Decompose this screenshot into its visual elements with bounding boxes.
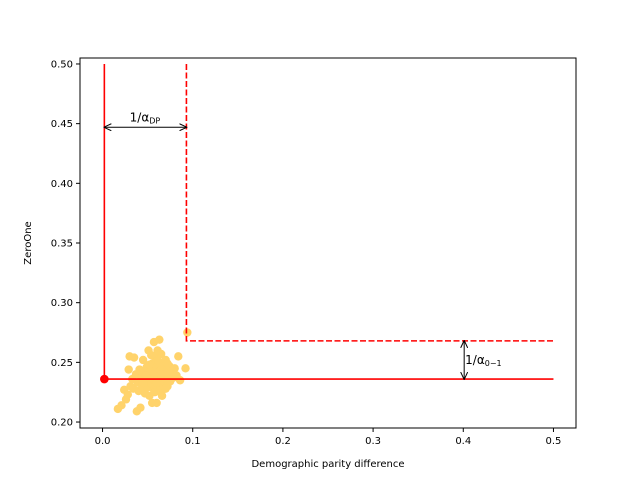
x-tick-label: 0.1 [185, 436, 201, 447]
data-point [156, 370, 166, 379]
data-point [161, 384, 170, 393]
data-point [138, 355, 148, 365]
data-point [123, 390, 132, 399]
data-point [152, 378, 161, 387]
data-point [155, 335, 164, 344]
highlighted-point [100, 374, 109, 384]
y-tick-label: 0.20 [51, 418, 73, 429]
data-point [138, 378, 148, 387]
x-tick-label: 0.5 [546, 436, 562, 447]
x-tick-label: 0.4 [455, 436, 471, 447]
data-point [170, 364, 179, 373]
y-tick-label: 0.35 [51, 239, 73, 250]
x-tick-label: 0.0 [95, 436, 111, 447]
y-tick-label: 0.40 [51, 179, 73, 190]
data-point [152, 398, 161, 408]
data-point [129, 353, 139, 362]
data-point [124, 365, 133, 374]
x-tick-label: 0.3 [365, 436, 381, 447]
data-point [153, 346, 162, 355]
annotation-label: 1/αDP [130, 110, 161, 125]
data-point [183, 328, 192, 337]
y-tick-label: 0.45 [51, 119, 73, 130]
data-point [181, 364, 190, 373]
data-point [175, 376, 185, 385]
dashed-reference-line [185, 63, 554, 342]
x-tick-label: 0.2 [275, 436, 291, 447]
data-point [157, 391, 167, 400]
data-point [145, 360, 154, 369]
y-tick-label: 0.30 [51, 298, 73, 309]
data-point [141, 371, 151, 380]
y-tick-label: 0.25 [51, 358, 73, 369]
data-point [150, 387, 160, 397]
x-axis-label: Demographic parity difference [251, 459, 404, 470]
data-point [163, 359, 172, 368]
y-tick-label: 0.50 [51, 59, 73, 70]
annotation-label: 1/α0−1 [465, 353, 501, 368]
y-axis-label: ZeroOne [23, 221, 34, 264]
data-point [174, 352, 183, 361]
data-point [147, 350, 156, 360]
data-point [136, 403, 145, 412]
data-point [117, 401, 126, 410]
